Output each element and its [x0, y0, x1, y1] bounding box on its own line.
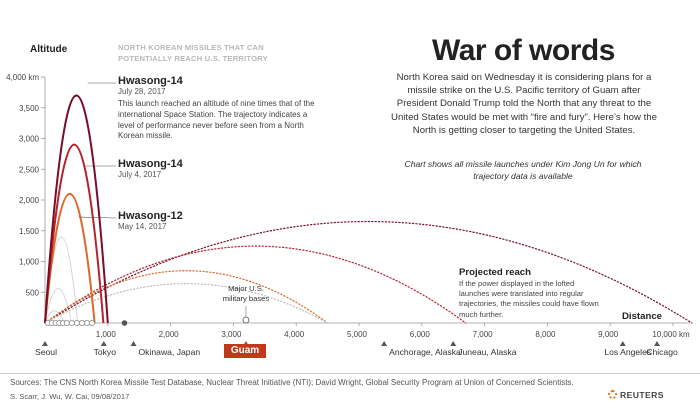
city-label: Juneau, Alaska	[458, 347, 517, 357]
city-label: Tokyo	[94, 347, 117, 357]
projected-reach-arc	[44, 283, 329, 324]
city-marker-icon	[42, 341, 48, 346]
brand-name: REUTERS	[620, 390, 664, 400]
projected-reach-arc	[44, 221, 693, 324]
city-marker-icon	[381, 341, 388, 346]
city-marker-icon	[100, 341, 107, 346]
y-tick-label: 4,000 km	[6, 73, 39, 82]
lofted-launch-arcs	[44, 82, 117, 324]
chart-subtitle: NORTH KOREAN MISSILES THAT CAN POTENTIAL…	[118, 43, 268, 63]
x-tick-label: 8,000	[535, 330, 556, 339]
projected-reach-title: Projected reach	[459, 267, 531, 278]
city-label: Chicago	[646, 347, 678, 357]
lofted-launch-arc	[44, 192, 96, 324]
x-tick-label: 3,000	[221, 330, 242, 339]
reuters-dot-icon	[608, 390, 617, 399]
lofted-launch-arc	[44, 143, 105, 324]
footer-divider	[0, 373, 700, 374]
x-axis-title: Distance	[622, 311, 662, 322]
launch-site-marker	[63, 319, 70, 326]
other-launch-arc	[44, 310, 65, 324]
launch-name: Hwasong-14	[118, 158, 183, 170]
city-label: Seoul	[35, 347, 57, 357]
city-marker-icon	[130, 341, 137, 346]
other-launch-arc	[44, 288, 72, 324]
launch-site-marker	[121, 320, 128, 326]
x-tick-label: 10,000 km	[652, 330, 690, 339]
city-label: Los Angeles	[604, 347, 651, 357]
x-tick-label: 1,000	[96, 330, 117, 339]
label-hwasong12: Hwasong-12 May 14, 2017	[118, 210, 183, 231]
y-axis-title: Altitude	[30, 44, 68, 55]
launch-site-marker	[78, 319, 85, 326]
intro-text: North Korea said on Wednesday it is cons…	[391, 72, 657, 136]
city-marker-icon	[654, 341, 660, 346]
label-hwasong14-jul4: Hwasong-14 July 4, 2017	[118, 158, 183, 179]
launch-site-marker	[68, 319, 75, 326]
projected-reach-arc	[44, 270, 329, 324]
launch-markers	[45, 306, 250, 326]
launch-date: July 4, 2017	[118, 170, 162, 179]
chart-note: Chart shows all missile launches under K…	[404, 159, 642, 181]
launch-site-marker	[83, 319, 90, 326]
x-tick-label: 7,000	[473, 330, 494, 339]
hwasong-description: This launch reached an altitude of nine …	[118, 99, 315, 141]
launch-date: July 28, 2017	[118, 87, 166, 96]
guam-base-marker	[242, 316, 250, 324]
city-marker-icon	[619, 341, 626, 346]
reuters-logo: REUTERS	[608, 390, 664, 400]
y-tick-label: 500	[26, 288, 40, 297]
page-title: War of words	[432, 34, 615, 67]
y-tick-label: 3,000	[19, 135, 40, 144]
y-axis: 500 1,000 1,500 2,000 2,500 3,000 3,500 4,000 k…	[6, 73, 46, 323]
x-tick-label: 4,000	[284, 330, 305, 339]
launch-site-marker	[88, 319, 95, 326]
x-tick-label: 5,000	[347, 330, 368, 339]
label-leader-line	[78, 216, 117, 219]
projected-reach-arcs	[44, 221, 693, 324]
launch-name: Hwasong-12	[118, 210, 183, 222]
city-label: Anchorage, Alaska	[389, 347, 461, 357]
sources-text: Sources: The CNS North Korea Missile Tes…	[10, 378, 574, 387]
city-marker-icon	[450, 341, 457, 346]
projected-reach-description: If the power displayed in the lofted lau…	[459, 279, 599, 319]
label-hwasong14-jul28: Hwasong-14 July 28, 2017	[118, 75, 183, 96]
y-tick-label: 2,500	[19, 165, 40, 174]
y-tick-label: 1,000	[19, 258, 40, 267]
y-tick-label: 1,500	[19, 227, 40, 236]
launch-date: May 14, 2017	[118, 222, 167, 231]
x-tick-label: 6,000	[410, 330, 431, 339]
x-tick-label: 2,000	[159, 330, 180, 339]
x-tick-label: 9,000	[598, 330, 619, 339]
y-tick-label: 3,500	[19, 104, 40, 113]
credits-text: S. Scarr, J. Wu, W. Cai, 09/08/2017	[10, 392, 130, 401]
guam-highlight: Guam	[224, 344, 266, 358]
city-markers: Seoul Tokyo Okinawa, Japan Anchorage, Alask…	[35, 341, 678, 357]
military-bases-label: Major U.S. military bases	[222, 284, 270, 303]
lofted-launch-arc	[44, 94, 109, 324]
launch-name: Hwasong-14	[118, 75, 183, 87]
x-axis: 1,000 2,000 3,000 4,000 5,000 6,000 7,000 8,000…	[45, 322, 690, 339]
launch-site-marker	[73, 319, 80, 326]
y-tick-label: 2,000	[19, 196, 40, 205]
projected-reach-arc	[44, 245, 467, 324]
city-label: Okinawa, Japan	[139, 347, 201, 357]
